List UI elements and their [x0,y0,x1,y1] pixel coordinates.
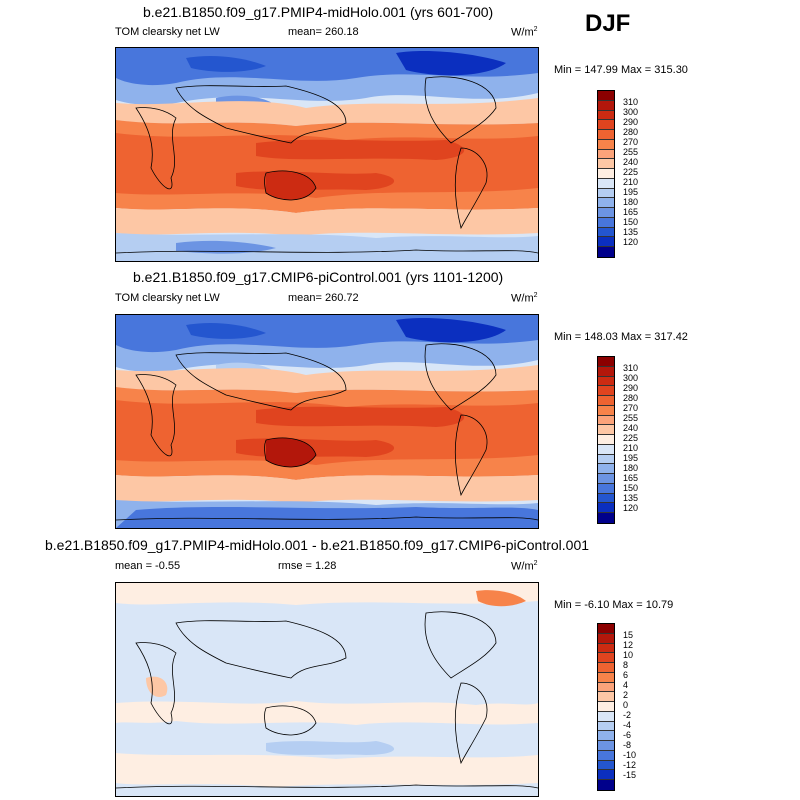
panel1-cbar-label: 150 [623,217,639,227]
panel1-map [115,47,539,262]
panel1-cbar-label: 270 [623,137,639,147]
panel2-cbar-label: 120 [623,503,639,513]
panel3-cbar-label: 15 [623,630,634,640]
panel2-cbar-label: 300 [623,373,639,383]
panel2-map [115,314,539,529]
panel3-cbar-label: 10 [623,650,634,660]
panel1-cbar-label: 180 [623,197,639,207]
panel1-cbar-label: 225 [623,167,639,177]
panel3-cbar-label: 6 [623,670,629,680]
panel3-cbar-label: 4 [623,680,629,690]
panel3-cbar-label: -6 [623,730,632,740]
panel1-cbar-label: 135 [623,227,639,237]
panel1-cbar-label: 290 [623,117,639,127]
panel2-colorbar [597,356,615,524]
panel2-mean: mean= 260.72 [288,292,359,304]
panel1-cbar-label: 165 [623,207,639,217]
panel2-cbar-label: 255 [623,413,639,423]
panel1-units: W/m2 [511,26,538,39]
panel3-colorbar [597,623,615,791]
panel3-cbar-label: -12 [623,760,637,770]
panel3-cbar-label: 8 [623,660,629,670]
panel2-cbar-label: 210 [623,443,639,453]
panel2-title: b.e21.B1850.f09_g17.CMIP6-piControl.001 … [133,269,504,285]
panel2-cbar-label: 290 [623,383,639,393]
panel3-minmax: Min = -6.10 Max = 10.79 [554,599,674,611]
panel1-cbar-label: 300 [623,107,639,117]
panel1-cbar-label: 255 [623,147,639,157]
panel3-title: b.e21.B1850.f09_g17.PMIP4-midHolo.001 - … [45,537,590,553]
panel2-cbar-label: 270 [623,403,639,413]
panel2-minmax: Min = 148.03 Max = 317.42 [554,331,688,343]
panel3-cbar-label: 12 [623,640,634,650]
panel3-cbar-label: -2 [623,710,632,720]
panel3-cbar-label: -4 [623,720,632,730]
panel3-rmse: rmse = 1.28 [278,560,337,572]
panel2-variable: TOM clearsky net LW [115,292,220,304]
panel1-cbar-label: 195 [623,187,639,197]
panel2-cbar-label: 240 [623,423,639,433]
panel3-cbar-label: -8 [623,740,632,750]
panel3-units: W/m2 [511,560,538,573]
panel1-title: b.e21.B1850.f09_g17.PMIP4-midHolo.001 (y… [143,4,494,20]
panel1-cbar-label: 120 [623,237,639,247]
panel2-units: W/m2 [511,292,538,305]
panel3-mean: mean = -0.55 [115,560,181,572]
panel2-cbar-label: 135 [623,493,639,503]
panel2-cbar-label: 310 [623,363,639,373]
panel1-mean: mean= 260.18 [288,26,359,38]
panel1-minmax: Min = 147.99 Max = 315.30 [554,64,688,76]
panel1-colorbar [597,90,615,258]
panel1-cbar-label: 310 [623,97,639,107]
panel1-cbar-label: 280 [623,127,639,137]
panel2-cbar-label: 180 [623,463,639,473]
panel2-cbar-label: 165 [623,473,639,483]
panel3-map [115,582,539,797]
season-label: DJF [585,10,631,37]
panel2-cbar-label: 280 [623,393,639,403]
panel2-cbar-label: 195 [623,453,639,463]
panel1-cbar-label: 240 [623,157,639,167]
panel2-cbar-label: 225 [623,433,639,443]
panel3-cbar-label: -10 [623,750,637,760]
panel3-cbar-label: 2 [623,690,629,700]
panel1-variable: TOM clearsky net LW [115,26,220,38]
panel1-cbar-label: 210 [623,177,639,187]
panel3-cbar-label: -15 [623,770,637,780]
panel2-cbar-label: 150 [623,483,639,493]
panel3-cbar-label: 0 [623,700,629,710]
